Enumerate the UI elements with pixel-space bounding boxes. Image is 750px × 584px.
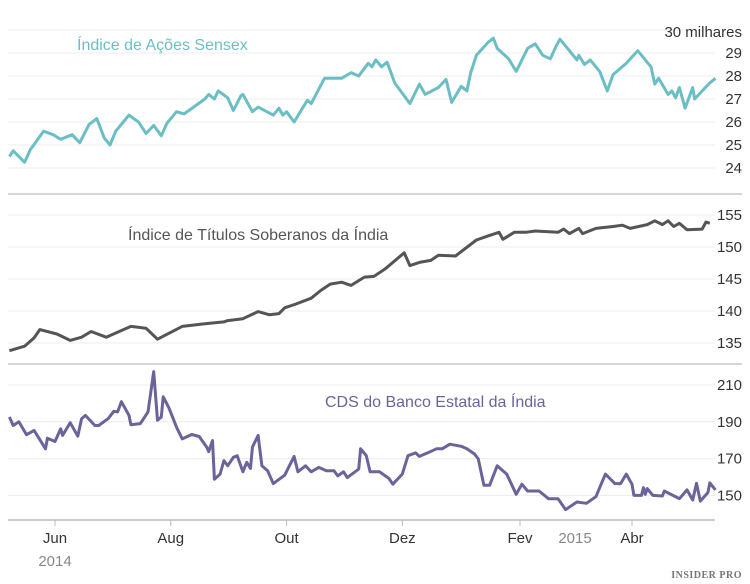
bonds-y-tick-label: 135 bbox=[717, 335, 742, 352]
bonds-y-tick-label: 145 bbox=[717, 271, 742, 288]
bonds-y-tick-label: 140 bbox=[717, 303, 742, 320]
bonds-y-tick-label: 150 bbox=[717, 239, 742, 256]
cds-y-tick-label: 190 bbox=[717, 414, 742, 431]
x-year-label: 2015 bbox=[558, 530, 591, 547]
sensex-series-line bbox=[8, 36, 717, 164]
x-year-label: 2014 bbox=[38, 553, 71, 570]
x-tick-label: Jun bbox=[43, 530, 67, 547]
bonds-panel: 135 140 145 150 155 bbox=[8, 207, 742, 365]
sensex-y-tick-label: 27 bbox=[725, 91, 742, 108]
bonds-series-line bbox=[8, 219, 711, 353]
cds-y-tick-label: 170 bbox=[717, 451, 742, 468]
x-tick-label: Dez bbox=[389, 530, 416, 547]
sensex-y-tick-label: 24 bbox=[725, 160, 742, 177]
x-tick-label: Fev bbox=[508, 530, 534, 547]
x-tick-label: Aug bbox=[157, 530, 184, 547]
cds-panel: 150 170 190 210 bbox=[8, 370, 742, 512]
bonds-y-tick-label: 155 bbox=[717, 207, 742, 224]
sensex-y-tick-label: 25 bbox=[725, 137, 742, 154]
bonds-title: Índice de Títulos Soberanos da Índia bbox=[128, 225, 388, 244]
x-tick-label: Out bbox=[274, 530, 299, 547]
x-tick-label: Abr bbox=[620, 530, 643, 547]
sensex-title: Índice de Ações Sensex bbox=[77, 35, 248, 54]
sensex-y-tick-label: 26 bbox=[725, 114, 742, 131]
sensex-y-tick-label: 29 bbox=[725, 45, 742, 62]
cds-title: CDS do Banco Estatal da Índia bbox=[325, 392, 546, 411]
sensex-unit-label: 30 milhares bbox=[664, 24, 742, 41]
sensex-panel: 24 25 26 27 28 29 bbox=[8, 29, 742, 195]
logo: INSIDER PRO bbox=[671, 570, 742, 581]
cds-y-tick-label: 210 bbox=[717, 377, 742, 394]
sensex-y-tick-label: 28 bbox=[725, 68, 742, 85]
cds-series-line bbox=[8, 370, 717, 512]
cds-y-tick-label: 150 bbox=[717, 487, 742, 504]
